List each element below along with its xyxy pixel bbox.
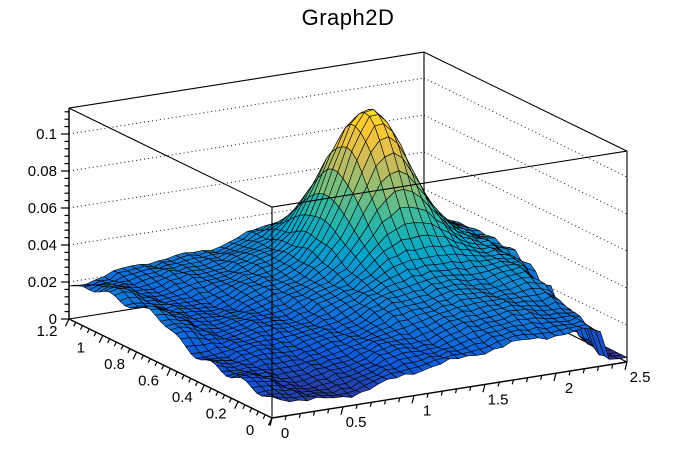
y-axis-tick-label: 0.2 xyxy=(206,406,227,423)
y-axis-tick-label: 1 xyxy=(77,340,85,357)
chart-title: Graph2D xyxy=(301,5,395,30)
z-axis-tick-label: 0.08 xyxy=(28,163,57,180)
y-axis-tick-label: 1.2 xyxy=(37,323,58,340)
z-axis-tick-label: 0.02 xyxy=(28,274,57,291)
x-axis-tick-label: 1 xyxy=(423,403,431,420)
y-axis-tick-label: 0.6 xyxy=(138,373,159,390)
z-axis: 0 0.02 0.04 0.06 0.08 0.1 xyxy=(28,108,70,328)
x-axis-tick-label: 0 xyxy=(281,425,289,442)
x-axis: 0 0.5 1 1.5 2 2.5 xyxy=(269,361,651,442)
y-axis-tick-label: 0.4 xyxy=(172,389,193,406)
x-axis-tick-label: 0.5 xyxy=(346,414,367,431)
x-axis-tick-label: 1.5 xyxy=(488,391,509,408)
z-axis-tick-label: 0.06 xyxy=(28,200,57,217)
x-axis-tick-label: 2 xyxy=(565,380,573,397)
surface-mesh xyxy=(68,109,628,402)
y-axis: 0 0.2 0.4 0.6 0.8 1 1.2 xyxy=(37,318,273,439)
x-axis-tick-label: 2.5 xyxy=(630,369,651,386)
z-axis-tick-label: 0 xyxy=(49,311,57,328)
y-axis-tick-label: 0 xyxy=(246,422,254,439)
z-axis-tick-label: 0.1 xyxy=(36,126,57,143)
box-front-edges xyxy=(68,107,628,418)
y-axis-tick-label: 0.8 xyxy=(104,356,125,373)
z-axis-tick-label: 0.04 xyxy=(28,237,57,254)
